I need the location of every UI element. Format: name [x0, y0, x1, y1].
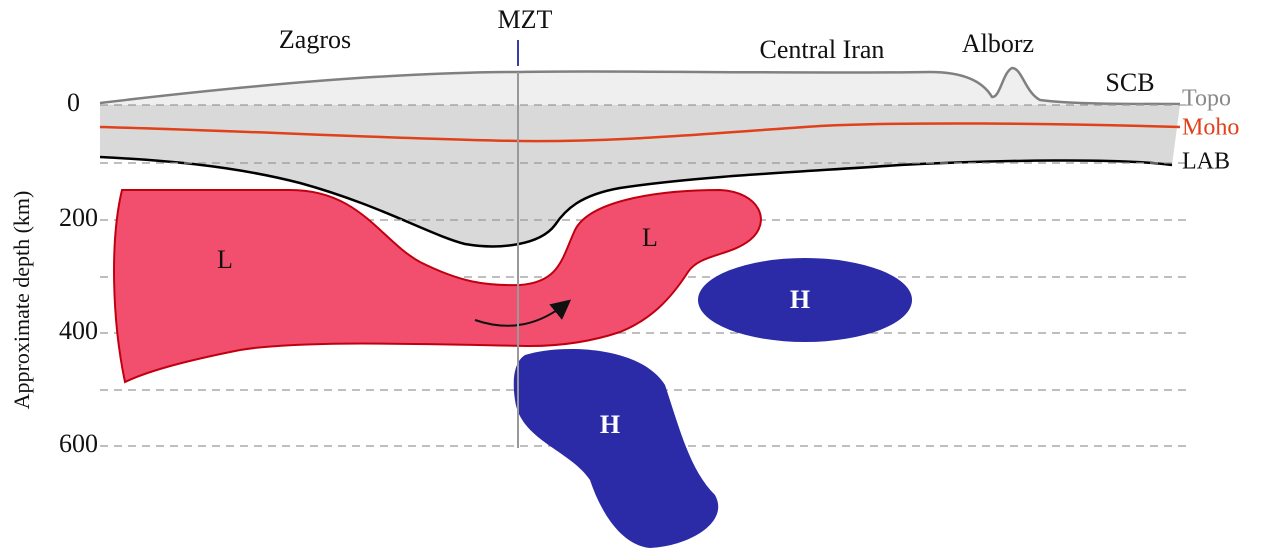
anomaly-label: H	[600, 410, 620, 439]
boundary-label: Moho	[1182, 115, 1239, 141]
tick-label: 200	[59, 203, 98, 232]
anomaly-label: H	[790, 285, 810, 314]
region-label: Central Iran	[760, 35, 885, 64]
region-label: Zagros	[279, 25, 351, 54]
axis-label: Approximate depth (km)	[9, 191, 34, 410]
tick-label: 0	[67, 88, 80, 117]
tick-label: 400	[59, 316, 98, 345]
cross-section: Approximate depth (km) 0 200 400 600 Zag…	[0, 0, 1268, 559]
boundary-label: Topo	[1182, 86, 1231, 112]
region-label: Alborz	[962, 29, 1034, 58]
region-label: SCB	[1105, 68, 1154, 97]
tick-label: 600	[59, 429, 98, 458]
high-velocity-anomaly	[514, 349, 718, 548]
boundary-label: LAB	[1182, 149, 1230, 175]
anomaly-label: L	[642, 223, 658, 252]
anomaly-label: L	[217, 245, 233, 274]
region-label: MZT	[498, 5, 553, 34]
